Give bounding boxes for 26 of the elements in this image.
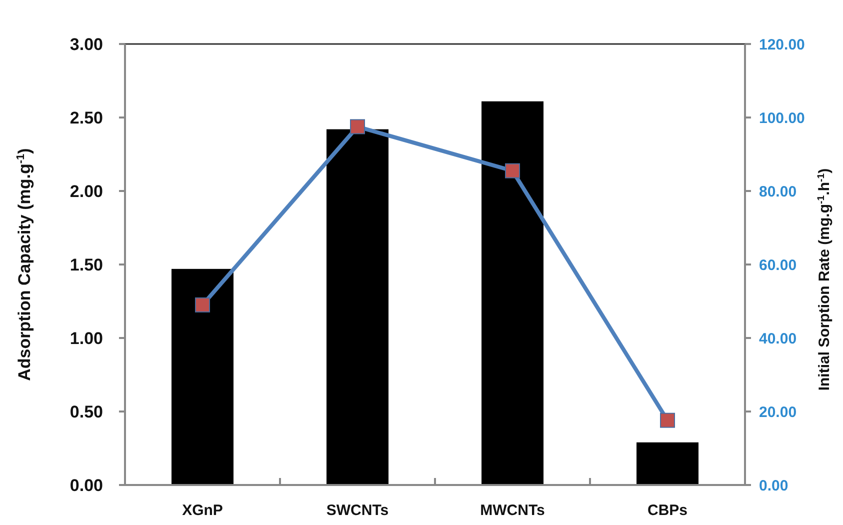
y2-tick-label: 20.00 — [759, 404, 797, 421]
x-tick-label: MWCNTs — [480, 502, 545, 519]
y2-tick-label: 100.00 — [759, 110, 805, 127]
x-tick-label: CBPs — [647, 502, 688, 519]
point — [195, 297, 210, 312]
y2-tick-label: 60.00 — [759, 256, 797, 274]
x-tick-label: SWCNTs — [326, 502, 389, 519]
point — [660, 412, 675, 428]
y2-tick-label: 80.00 — [759, 183, 797, 200]
point — [350, 119, 365, 134]
x-tick-label: XGnP — [182, 502, 223, 519]
y-tick-label: 0.00 — [70, 476, 103, 495]
y2-tick-label: 40.00 — [759, 330, 797, 348]
bar — [636, 442, 698, 485]
y-tick-label: 1.50 — [70, 255, 103, 274]
y-tick-label: 1.00 — [70, 328, 103, 348]
y2-tick-label: 0.00 — [759, 477, 788, 494]
bar — [326, 129, 388, 485]
y-tick-label: 3.00 — [70, 34, 103, 54]
y-tick-label: 2.00 — [70, 182, 103, 201]
point — [505, 163, 520, 178]
y-tick-label: 0.50 — [70, 402, 103, 422]
bar — [172, 268, 234, 485]
y-tick-label: 2.50 — [70, 108, 103, 128]
bar — [482, 101, 544, 485]
y2-tick-label: 120.00 — [759, 36, 805, 54]
